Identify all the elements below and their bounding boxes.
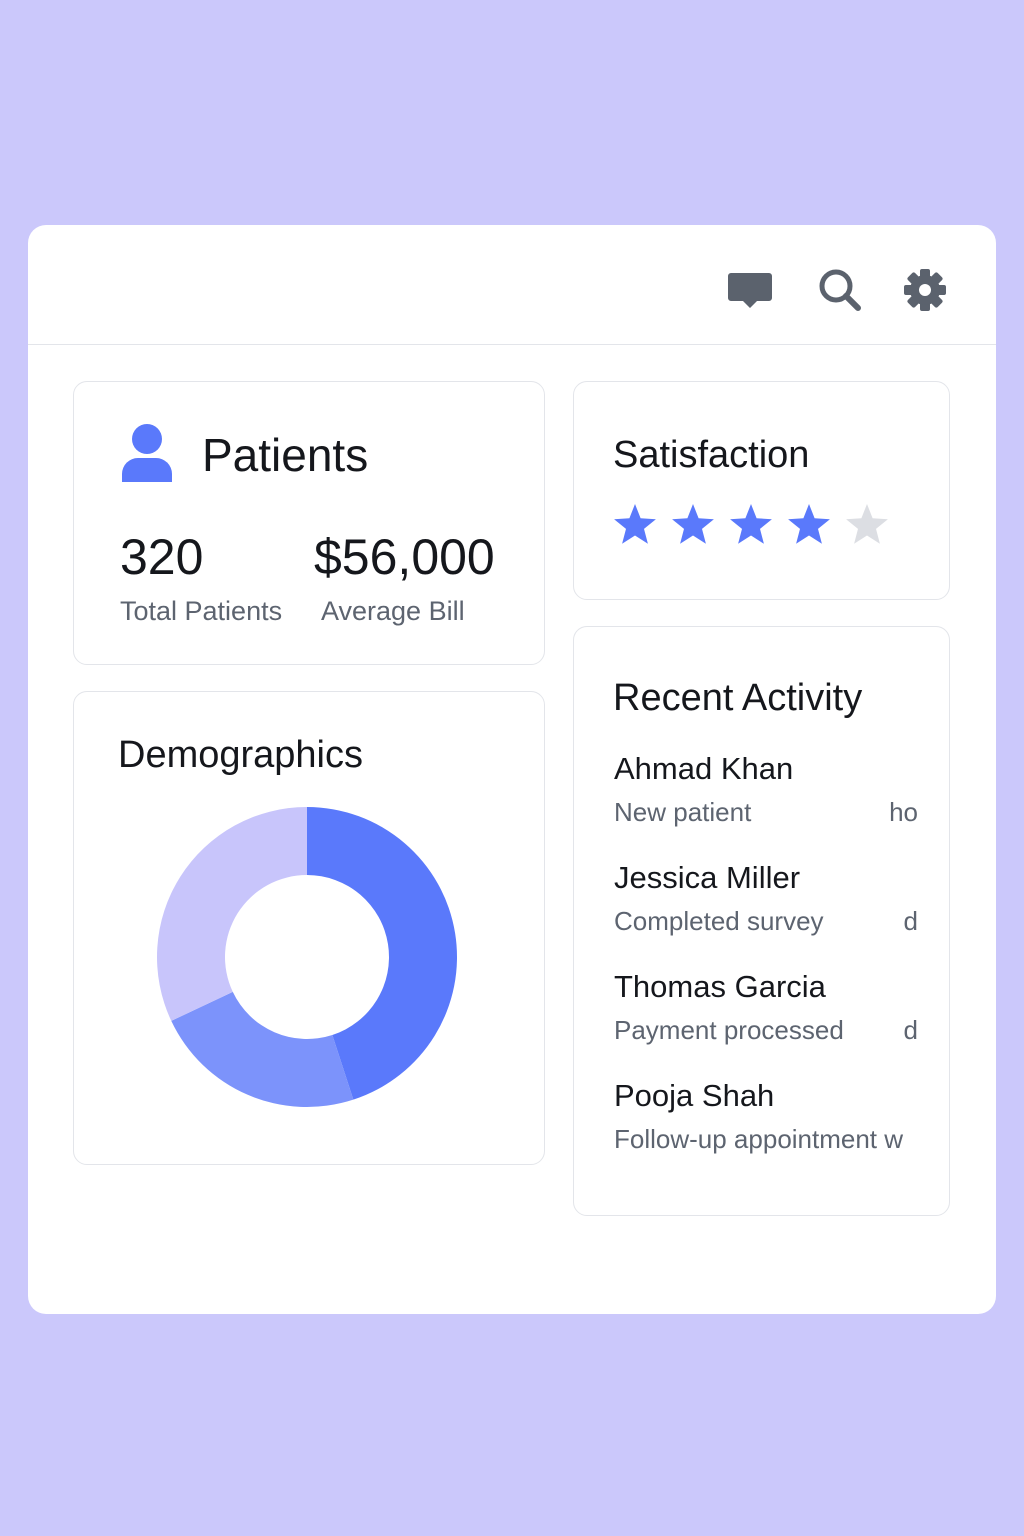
satisfaction-title: Satisfaction	[613, 434, 810, 476]
average-bill-label: Average Bill	[321, 596, 465, 626]
donut-segment-3	[156, 807, 307, 1021]
activity-item[interactable]: Pooja Shah Follow-up appointment w	[614, 1078, 918, 1156]
star-rating	[612, 502, 902, 553]
top-bar	[28, 225, 996, 345]
recent-activity-card: Recent Activity Ahmad Khan New patient h…	[573, 626, 950, 1216]
activity-description: New patient	[614, 797, 752, 827]
star-filled-icon	[614, 504, 656, 544]
search-icon[interactable]	[815, 265, 865, 315]
total-patients-label: Total Patients	[120, 596, 283, 626]
star-filled-icon	[788, 504, 830, 544]
activity-description: Follow-up appointment w	[614, 1124, 904, 1154]
patients-title: Patients	[202, 429, 369, 481]
activity-time: ho	[883, 797, 918, 828]
activity-item[interactable]: Jessica Miller Completed survey d	[614, 860, 918, 938]
chat-icon[interactable]	[725, 265, 775, 315]
activity-item[interactable]: Thomas Garcia Payment processed d	[614, 969, 918, 1047]
activity-time: d	[897, 1015, 918, 1046]
activity-time: d	[897, 906, 918, 937]
demographics-title: Demographics	[118, 734, 363, 776]
satisfaction-card: Satisfaction	[573, 381, 950, 600]
activity-description: Payment processed	[614, 1015, 844, 1045]
donut-segment-2	[171, 991, 354, 1107]
star-empty-icon	[846, 504, 888, 544]
activity-name: Pooja Shah	[614, 1078, 775, 1113]
activity-item[interactable]: Ahmad Khan New patient ho	[614, 751, 918, 829]
activity-name: Ahmad Khan	[614, 751, 794, 786]
demographics-card: Demographics	[73, 691, 545, 1165]
total-patients-value: 320	[120, 529, 204, 585]
user-icon	[120, 422, 174, 484]
star-filled-icon	[672, 504, 714, 544]
demographics-donut-chart	[156, 807, 458, 1107]
patients-card: Patients 320 Total Patients $56,000 Aver…	[73, 381, 545, 665]
dashboard-window: Patients 320 Total Patients $56,000 Aver…	[28, 225, 996, 1314]
star-filled-icon	[730, 504, 772, 544]
average-bill-value: $56,000	[314, 529, 495, 585]
activity-name: Jessica Miller	[614, 860, 801, 895]
activity-description: Completed survey	[614, 906, 824, 936]
activity-name: Thomas Garcia	[614, 969, 826, 1004]
donut-segment-1	[307, 807, 458, 1100]
gear-icon[interactable]	[900, 265, 950, 315]
recent-activity-title: Recent Activity	[613, 677, 863, 719]
